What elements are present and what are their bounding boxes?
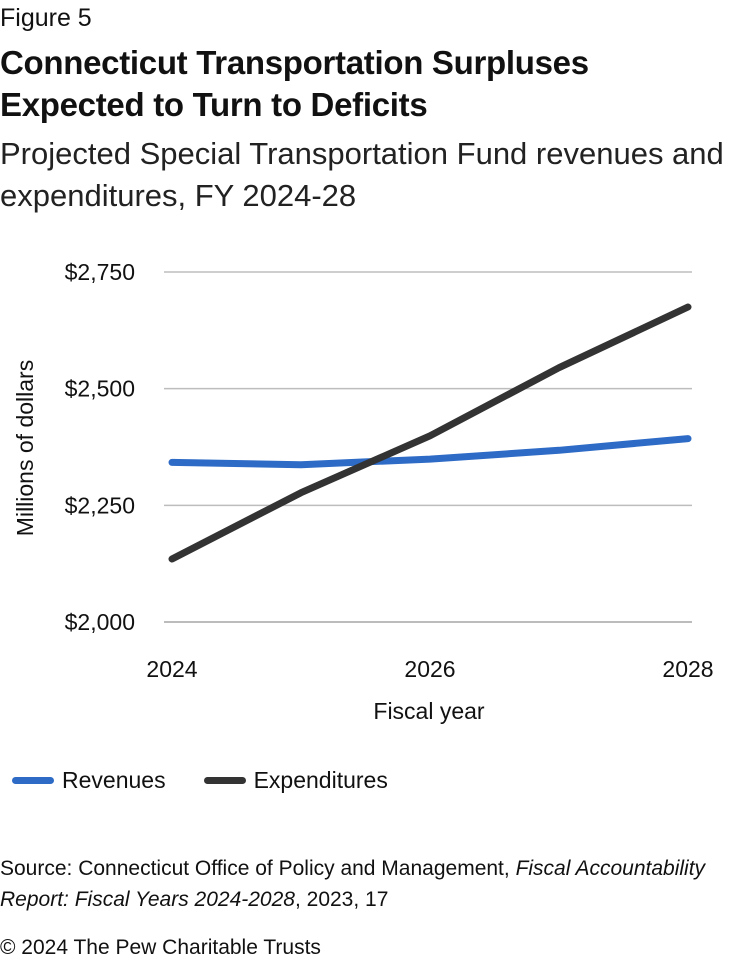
y-tick-label: $2,250 [65, 492, 135, 518]
line-chart: $2,000 $2,250 $2,500 $2,750 2024 2026 2028 Mi… [12, 259, 714, 724]
series-lines [168, 303, 692, 563]
y-tick-label: $2,000 [65, 609, 135, 635]
legend-swatch [12, 776, 54, 784]
source-report-title: Fiscal Accountability Report: Fiscal Yea… [0, 857, 706, 911]
gridlines [164, 271, 692, 623]
x-axis-label: Fiscal year [373, 698, 485, 724]
chart-title: Connecticut Transportation Surpluses Exp… [0, 44, 589, 123]
y-axis-label: Millions of dollars [12, 360, 38, 536]
x-tick-labels: 2024 2026 2028 [146, 656, 713, 682]
series-line-revenues [168, 435, 692, 469]
y-tick-label: $2,750 [65, 259, 135, 285]
legend-item-expenditures: Expenditures [203, 766, 388, 794]
legend-swatch [203, 776, 246, 784]
legend-item-revenues: Revenues [12, 767, 166, 794]
y-tick-label: $2,500 [65, 376, 135, 402]
legend-label: Expenditures [253, 766, 388, 793]
copyright: © 2024 The Pew Charitable Trusts [0, 936, 321, 959]
chart-subtitle: Projected Special Transportation Fund re… [0, 136, 724, 213]
figure-label: Figure 5 [0, 4, 92, 32]
series-line-expenditures [168, 303, 692, 563]
source-suffix: , 2023, 17 [294, 888, 389, 911]
x-tick-label: 2028 [662, 656, 713, 682]
x-tick-label: 2026 [404, 656, 455, 682]
legend: Revenues Expenditures [12, 760, 426, 800]
x-tick-label: 2024 [146, 656, 197, 682]
source-note: Source: Connecticut Office of Policy and… [0, 853, 730, 915]
source-prefix: Source: Connecticut Office of Policy and… [0, 857, 516, 880]
legend-label: Revenues [62, 766, 166, 793]
y-tick-labels: $2,000 $2,250 $2,500 $2,750 [65, 259, 135, 635]
